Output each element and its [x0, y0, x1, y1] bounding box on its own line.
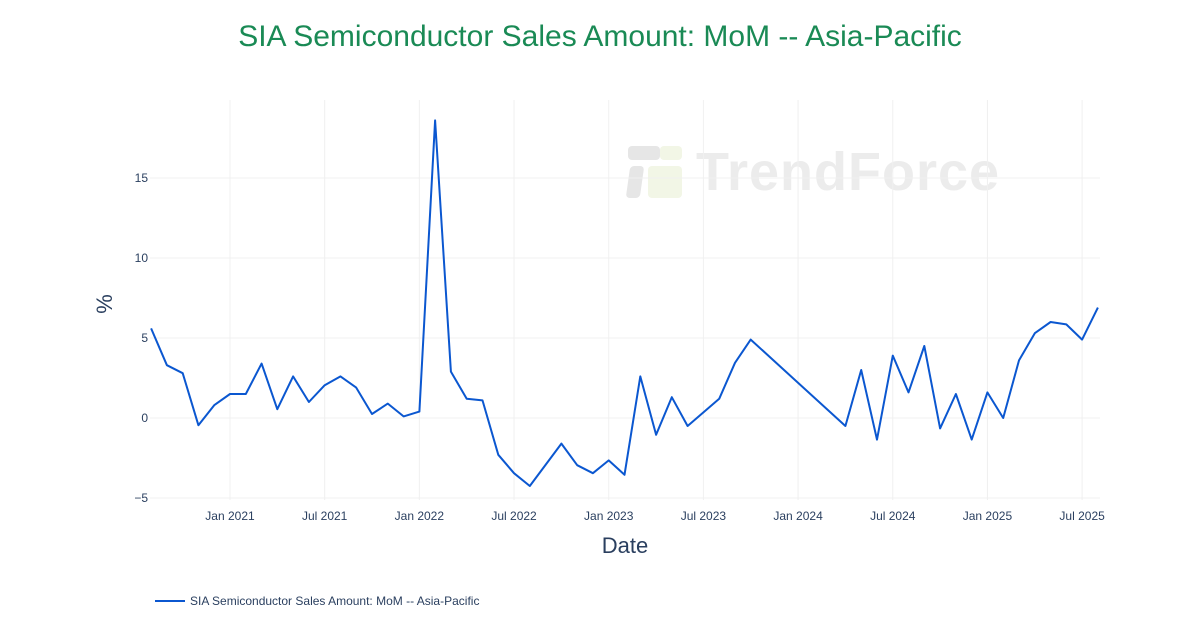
- x-tick-label: Jan 2024: [773, 509, 823, 523]
- x-tick-label: Jul 2023: [681, 509, 727, 523]
- x-tick-label: Jan 2023: [584, 509, 634, 523]
- y-tick-label: −5: [134, 491, 148, 505]
- series-line[interactable]: [150, 119, 1099, 487]
- legend-label: SIA Semiconductor Sales Amount: MoM -- A…: [190, 594, 480, 608]
- x-tick-label: Jul 2025: [1059, 509, 1105, 523]
- y-tick-label: 5: [141, 331, 148, 345]
- grid-lines: [150, 100, 1100, 500]
- x-tick-label: Jul 2024: [870, 509, 916, 523]
- y-tick-label: 15: [135, 171, 149, 185]
- x-axis-ticks: Jan 2021 Jul 2021 Jan 2022 Jul 2022 Jan 2023…: [205, 509, 1105, 523]
- chart-title: SIA Semiconductor Sales Amount: MoM -- A…: [238, 20, 962, 53]
- x-tick-label: Jan 2022: [395, 509, 445, 523]
- x-tick-label: Jul 2022: [491, 509, 537, 523]
- x-tick-label: Jan 2025: [963, 509, 1013, 523]
- y-tick-label: 10: [135, 251, 149, 265]
- x-tick-label: Jul 2021: [302, 509, 348, 523]
- y-axis-ticks: −5 0 5 10 15: [134, 171, 148, 505]
- legend-item[interactable]: SIA Semiconductor Sales Amount: MoM -- A…: [155, 594, 479, 608]
- x-tick-label: Jan 2021: [205, 509, 255, 523]
- y-axis-title: %: [92, 294, 117, 314]
- x-axis-title: Date: [602, 533, 648, 558]
- y-tick-label: 0: [141, 411, 148, 425]
- legend-line-swatch: [155, 600, 185, 602]
